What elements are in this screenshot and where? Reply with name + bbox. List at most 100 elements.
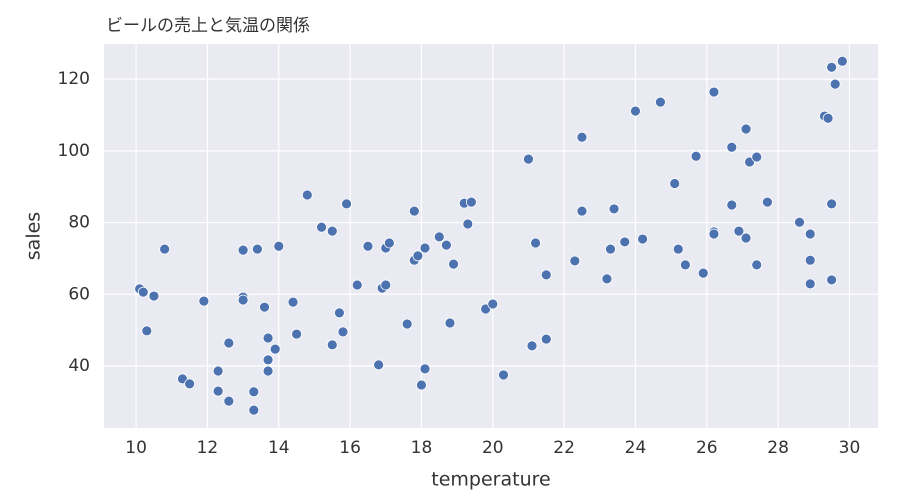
point <box>433 231 445 243</box>
point <box>462 218 474 230</box>
point <box>605 243 616 255</box>
x-tick-label: 18 <box>411 438 433 458</box>
point <box>248 386 260 398</box>
point <box>530 237 541 249</box>
point <box>448 258 459 270</box>
y-tick-label: 60 <box>68 284 90 304</box>
point <box>794 216 805 228</box>
x-tick-label: 14 <box>268 438 290 458</box>
point <box>262 332 274 344</box>
point <box>523 153 534 165</box>
y-tick-label: 120 <box>58 69 90 89</box>
point <box>419 242 431 254</box>
point <box>669 178 681 189</box>
point <box>637 233 648 245</box>
point <box>419 363 431 375</box>
point <box>740 232 752 244</box>
point <box>362 240 374 252</box>
point <box>237 294 249 306</box>
point <box>341 198 352 210</box>
point <box>608 203 620 215</box>
point <box>708 228 720 240</box>
point <box>697 267 709 279</box>
x-tick-label: 12 <box>197 438 219 458</box>
point <box>262 365 274 377</box>
point <box>826 274 838 286</box>
point <box>301 189 313 201</box>
point <box>655 96 666 108</box>
point <box>273 240 285 252</box>
point <box>373 359 385 371</box>
point <box>804 278 816 290</box>
point <box>465 196 477 208</box>
point <box>251 243 263 255</box>
point <box>237 244 249 256</box>
point <box>826 198 838 210</box>
point <box>619 236 631 248</box>
point <box>690 150 702 162</box>
point <box>526 340 538 352</box>
point <box>751 151 763 163</box>
point <box>726 199 738 211</box>
point <box>576 205 588 217</box>
point <box>259 301 270 313</box>
y-axis-label: sales <box>23 212 45 260</box>
x-tick-label: 24 <box>625 438 647 458</box>
point <box>762 196 773 208</box>
y-tick-label: 40 <box>68 356 90 376</box>
point <box>351 279 363 291</box>
x-tick-label: 16 <box>339 438 361 458</box>
point <box>269 343 281 355</box>
point <box>159 243 171 255</box>
point <box>540 333 552 345</box>
x-axis-label: temperature <box>431 469 550 491</box>
x-tick-label: 22 <box>553 438 575 458</box>
point <box>487 298 499 310</box>
point <box>498 369 509 381</box>
point <box>248 404 260 416</box>
point <box>316 221 327 233</box>
point <box>223 337 235 349</box>
x-tick-label: 10 <box>125 438 147 458</box>
point <box>287 296 299 308</box>
point <box>408 205 420 217</box>
point <box>441 239 452 251</box>
y-tick-label: 100 <box>58 141 90 161</box>
point <box>540 269 552 281</box>
point <box>326 225 338 237</box>
point <box>412 250 424 262</box>
point <box>262 354 274 366</box>
x-tick-label: 28 <box>767 438 789 458</box>
point <box>291 328 303 340</box>
point <box>212 385 224 397</box>
x-tick-label: 26 <box>696 438 718 458</box>
point <box>198 295 210 307</box>
point <box>334 307 345 319</box>
point <box>708 86 720 98</box>
point <box>630 105 641 117</box>
chart-title: ビールの売上と気温の関係 <box>106 16 310 36</box>
point <box>822 112 834 124</box>
point <box>337 326 349 338</box>
point <box>740 123 752 135</box>
point <box>444 317 456 329</box>
point <box>212 365 224 377</box>
point <box>383 237 395 249</box>
point <box>829 78 841 90</box>
point <box>576 131 588 143</box>
point <box>733 225 745 237</box>
point <box>137 286 149 298</box>
point <box>751 259 763 271</box>
point <box>836 55 848 67</box>
point <box>401 318 413 330</box>
y-tick-label: 80 <box>68 213 90 233</box>
point <box>726 141 738 153</box>
point <box>380 279 392 291</box>
x-tick-label: 30 <box>839 438 861 458</box>
point <box>672 243 684 255</box>
point <box>223 395 235 407</box>
x-tick-label: 20 <box>482 438 504 458</box>
point <box>184 378 196 390</box>
point <box>569 255 581 267</box>
